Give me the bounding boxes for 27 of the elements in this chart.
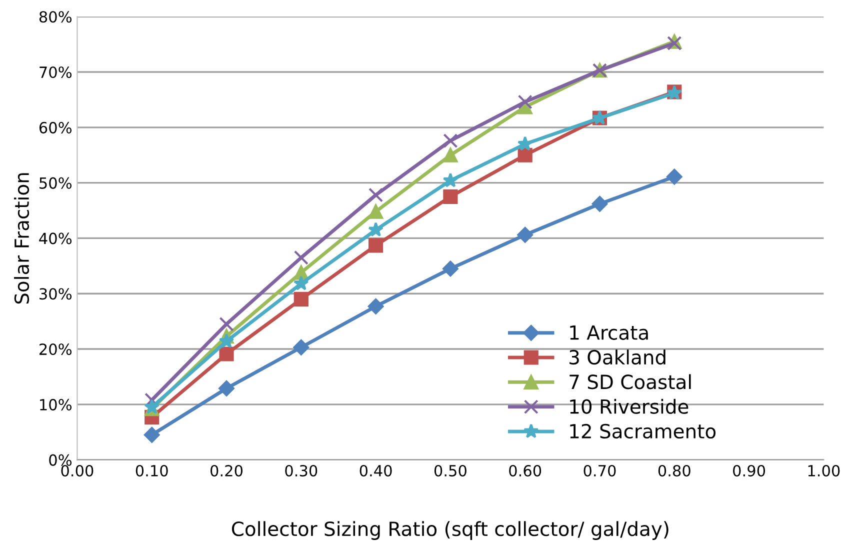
y-tick-label: 80% [39, 11, 72, 23]
y-tick-label: 0% [49, 454, 72, 466]
x-tick-label: 0.70 [584, 464, 616, 477]
legend-label: 7 SD Coastal [570, 374, 691, 390]
x-tick-label: 0.00 [61, 464, 94, 477]
legend-label: 1 Arcata [570, 325, 648, 340]
x-tick-label: 0.80 [658, 464, 690, 477]
y-tick-label: 40% [39, 232, 72, 244]
x-tick-label: 0.20 [210, 464, 243, 477]
y-tick-label: 10% [40, 398, 72, 410]
y-tick-label: 70% [40, 66, 72, 78]
x-tick-label: 0.30 [285, 464, 318, 477]
y-tick-label: 20% [40, 343, 72, 356]
x-tick-label: 0.50 [434, 464, 466, 477]
legend-label: 10 Riverside [570, 398, 688, 414]
x-tick-label: 1.00 [808, 464, 840, 477]
legend-label: 12 Sacramento [570, 424, 716, 439]
x-tick-label: 0.60 [509, 464, 542, 477]
y-tick-label: 30% [40, 288, 72, 300]
x-tick-label: 0.90 [733, 464, 766, 477]
y-axis-title: Solar Fraction [14, 173, 30, 304]
x-axis-title: Collector Sizing Ratio (sqft collector/ gal/day) [232, 521, 668, 540]
y-tick-label: 50% [40, 177, 72, 189]
y-tick-label: 60% [39, 122, 72, 134]
x-tick-label: 0.10 [136, 464, 168, 477]
legend-label: 3 Oakland [570, 350, 666, 365]
x-tick-label: 0.40 [360, 464, 392, 477]
